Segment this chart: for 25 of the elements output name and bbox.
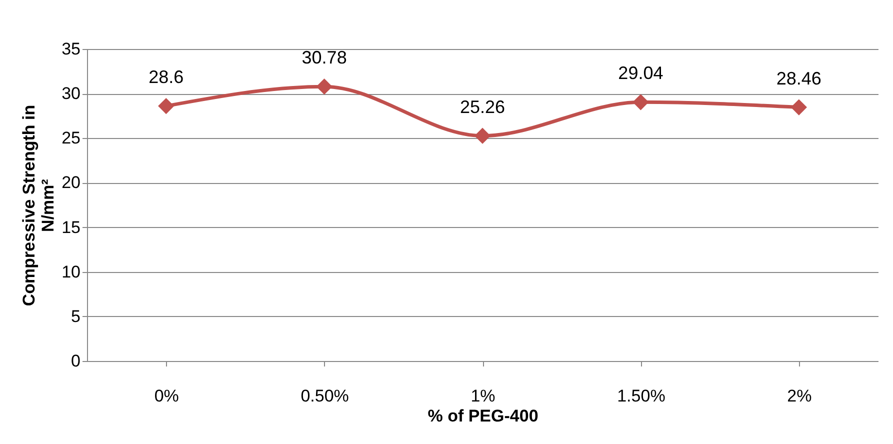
point bbox=[790, 99, 807, 116]
data-label: 25.26 bbox=[460, 96, 506, 117]
point bbox=[316, 78, 332, 95]
y-tick-label: 5 bbox=[71, 306, 80, 326]
x-axis-title: % of PEG-400 bbox=[428, 406, 538, 426]
y-axis-title: Compressive Strength in N/mm² bbox=[20, 104, 58, 306]
y-tick-label: 35 bbox=[62, 40, 80, 58]
x-tick-label: 1.50% bbox=[617, 386, 666, 406]
data-label: 28.46 bbox=[776, 68, 822, 88]
x-tick-label: 2% bbox=[787, 386, 812, 406]
data-label: 29.04 bbox=[618, 63, 664, 84]
point bbox=[158, 98, 174, 114]
data-label: 30.78 bbox=[302, 48, 347, 68]
point bbox=[632, 94, 649, 110]
x-tick-label: 1% bbox=[470, 386, 496, 406]
x-tick-label: 0.50% bbox=[300, 386, 349, 406]
y-tick-label: 30 bbox=[62, 84, 80, 104]
y-tick-label: 25 bbox=[62, 128, 80, 148]
y-tick-label: 10 bbox=[62, 262, 80, 282]
point bbox=[474, 128, 491, 144]
y-tick-label: 20 bbox=[62, 173, 80, 192]
x-tick-label: 0% bbox=[154, 386, 179, 406]
data-label: 28.6 bbox=[148, 67, 184, 88]
y-tick-label: 15 bbox=[62, 218, 80, 237]
y-tick-label: 0 bbox=[71, 352, 80, 370]
